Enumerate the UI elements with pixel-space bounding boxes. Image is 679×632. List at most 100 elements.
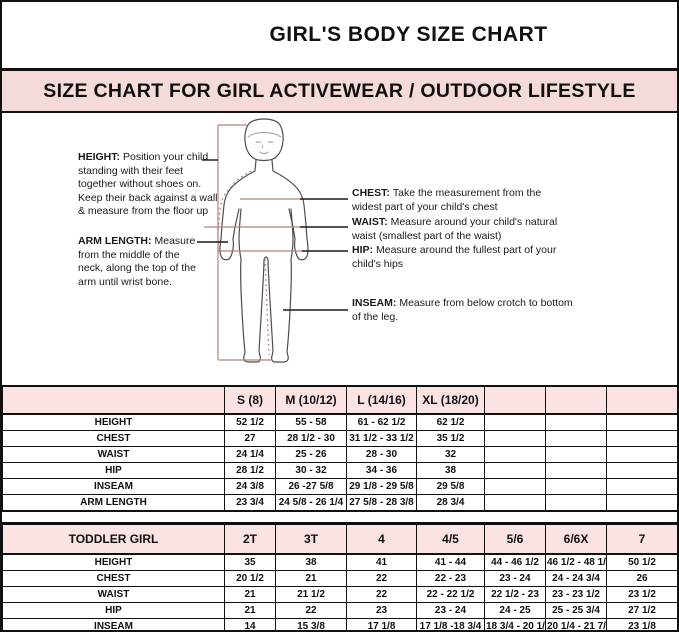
table-cell: 25 - 25 3/4 — [545, 602, 607, 619]
table-cell: 44 - 46 1/2 — [484, 553, 546, 571]
toddler-header-row: TODDLER GIRL 2T 3T 4 4/5 5/6 6/6X 7 — [2, 523, 677, 555]
measurement-diagram: HEIGHT: Position your child standing with… — [2, 113, 677, 385]
chest-annotation-text: Take the measurement from the widest par… — [352, 187, 542, 213]
row-label: WAIST — [2, 586, 225, 603]
inseam-annotation: INSEAM: Measure from below crotch to bott… — [352, 297, 580, 324]
row-label: HEIGHT — [2, 553, 225, 571]
table-cell: 46 1/2 - 48 1/2 — [545, 553, 607, 571]
table-cell: 28 1/2 — [224, 462, 276, 479]
table-row-height: HEIGHT 52 1/2 55 - 58 61 - 62 1/2 62 1/2 — [2, 413, 677, 431]
waist-annotation-text: Measure around your child's natural wais… — [352, 216, 558, 242]
toddler-size-table: TODDLER GIRL 2T 3T 4 4/5 5/6 6/6X 7 HEIG… — [2, 522, 677, 630]
table-cell: 27 5/8 - 28 3/8 — [346, 494, 417, 512]
table-cell: 24 1/4 — [224, 446, 276, 463]
table-cell: 20 1/2 — [224, 570, 276, 587]
table-cell-empty — [545, 446, 607, 463]
table-row-waist: WAIST 24 1/4 25 - 26 28 - 30 32 — [2, 446, 677, 463]
table-cell: 23 1/2 — [606, 586, 677, 603]
table-cell-empty — [484, 446, 546, 463]
inseam-annotation-label: INSEAM: — [352, 297, 397, 309]
inseam-annotation-text: Measure from below crotch to bottom of t… — [352, 297, 573, 323]
table-cell-empty — [606, 494, 677, 512]
header-cell-4: 4 — [346, 523, 417, 555]
header-cell-empty — [545, 385, 607, 415]
table-cell-empty — [606, 430, 677, 447]
header-cell-m1012: M (10/12) — [275, 385, 347, 415]
table-cell-empty — [545, 413, 607, 431]
table-cell: 21 — [224, 586, 276, 603]
banner-text: SIZE CHART FOR GIRL ACTIVEWEAR / OUTDOOR… — [43, 79, 636, 102]
table-cell: 15 3/8 — [275, 618, 347, 630]
header-cell-s8: S (8) — [224, 385, 276, 415]
table-row-waist: WAIST 21 21 1/2 22 22 - 22 1/2 22 1/2 - … — [2, 586, 677, 603]
table-cell: 34 - 36 — [346, 462, 417, 479]
table-cell-empty — [484, 478, 546, 495]
table-cell-empty — [484, 494, 546, 512]
header-cell-xl1820: XL (18/20) — [416, 385, 485, 415]
table-cell: 22 — [275, 602, 347, 619]
table-row-inseam: INSEAM 24 3/8 26 -27 5/8 29 1/8 - 29 5/8… — [2, 478, 677, 495]
waist-annotation: WAIST: Measure around your child's natura… — [352, 216, 580, 243]
table-cell: 30 - 32 — [275, 462, 347, 479]
table-cell: 24 - 24 3/4 — [545, 570, 607, 587]
table-separator — [2, 512, 677, 522]
child-figure-diagram — [197, 118, 348, 363]
arm-length-annotation-label: ARM LENGTH: — [78, 235, 152, 247]
table-row-chest: CHEST 20 1/2 21 22 22 - 23 23 - 24 24 - … — [2, 570, 677, 587]
table-row-chest: CHEST 27 28 1/2 - 30 31 1/2 - 33 1/2 35 … — [2, 430, 677, 447]
header-cell-l1416: L (14/16) — [346, 385, 417, 415]
row-label: INSEAM — [2, 478, 225, 495]
table-cell: 23 - 24 — [416, 602, 485, 619]
table-row-hip: HIP 28 1/2 30 - 32 34 - 36 38 — [2, 462, 677, 479]
table-cell: 17 1/8 — [346, 618, 417, 630]
header-cell-66x: 6/6X — [545, 523, 607, 555]
title-bar: GIRL'S BODY SIZE CHART — [2, 2, 677, 68]
table-cell: 26 — [606, 570, 677, 587]
table-cell: 23 - 24 — [484, 570, 546, 587]
table-cell: 55 - 58 — [275, 413, 347, 431]
row-label: HIP — [2, 462, 225, 479]
table-cell: 22 - 22 1/2 — [416, 586, 485, 603]
header-cell-3t: 3T — [275, 523, 347, 555]
table-cell: 62 1/2 — [416, 413, 485, 431]
table-row-inseam: INSEAM 14 15 3/8 17 1/8 17 1/8 -18 3/4 1… — [2, 618, 677, 630]
chest-annotation-label: CHEST: — [352, 187, 390, 199]
row-label: CHEST — [2, 430, 225, 447]
header-cell-empty — [484, 385, 546, 415]
table-cell: 35 — [224, 553, 276, 571]
table-cell: 17 1/8 -18 3/4 — [416, 618, 485, 630]
table-cell-empty — [484, 413, 546, 431]
header-cell-45: 4/5 — [416, 523, 485, 555]
table-cell: 22 — [346, 570, 417, 587]
table-cell: 21 — [275, 570, 347, 587]
row-label: HEIGHT — [2, 413, 225, 431]
table-cell: 25 - 26 — [275, 446, 347, 463]
table-cell: 21 — [224, 602, 276, 619]
table-cell: 41 - 44 — [416, 553, 485, 571]
header-cell-56: 5/6 — [484, 523, 546, 555]
table-cell: 23 - 23 1/2 — [545, 586, 607, 603]
arm-length-annotation: ARM LENGTH: Measure from the middle of th… — [78, 235, 206, 289]
height-annotation: HEIGHT: Position your child standing with… — [78, 151, 220, 219]
row-label: INSEAM — [2, 618, 225, 630]
waist-annotation-label: WAIST: — [352, 216, 388, 228]
table-cell: 26 -27 5/8 — [275, 478, 347, 495]
table-cell: 24 - 25 — [484, 602, 546, 619]
table-cell: 28 1/2 - 30 — [275, 430, 347, 447]
table-cell-empty — [545, 430, 607, 447]
arm-length-measure-line — [217, 168, 257, 253]
table-cell: 23 3/4 — [224, 494, 276, 512]
table-cell: 35 1/2 — [416, 430, 485, 447]
table-cell-empty — [606, 462, 677, 479]
height-annotation-text: Position your child standing with their … — [78, 151, 218, 218]
height-annotation-label: HEIGHT: — [78, 151, 120, 163]
hip-annotation: HIP: Measure around the fullest part of y… — [352, 244, 564, 271]
girl-size-header-row: S (8) M (10/12) L (14/16) XL (18/20) — [2, 385, 677, 415]
table-cell: 31 1/2 - 33 1/2 — [346, 430, 417, 447]
table-cell: 61 - 62 1/2 — [346, 413, 417, 431]
girl-size-table: S (8) M (10/12) L (14/16) XL (18/20) HEI… — [2, 385, 677, 512]
header-cell-toddler-girl: TODDLER GIRL — [2, 523, 225, 555]
arm-length-annotation-text: Measure from the middle of the neck, alo… — [78, 235, 196, 288]
table-row-hip: HIP 21 22 23 23 - 24 24 - 25 25 - 25 3/4… — [2, 602, 677, 619]
table-cell: 23 1/8 — [606, 618, 677, 630]
